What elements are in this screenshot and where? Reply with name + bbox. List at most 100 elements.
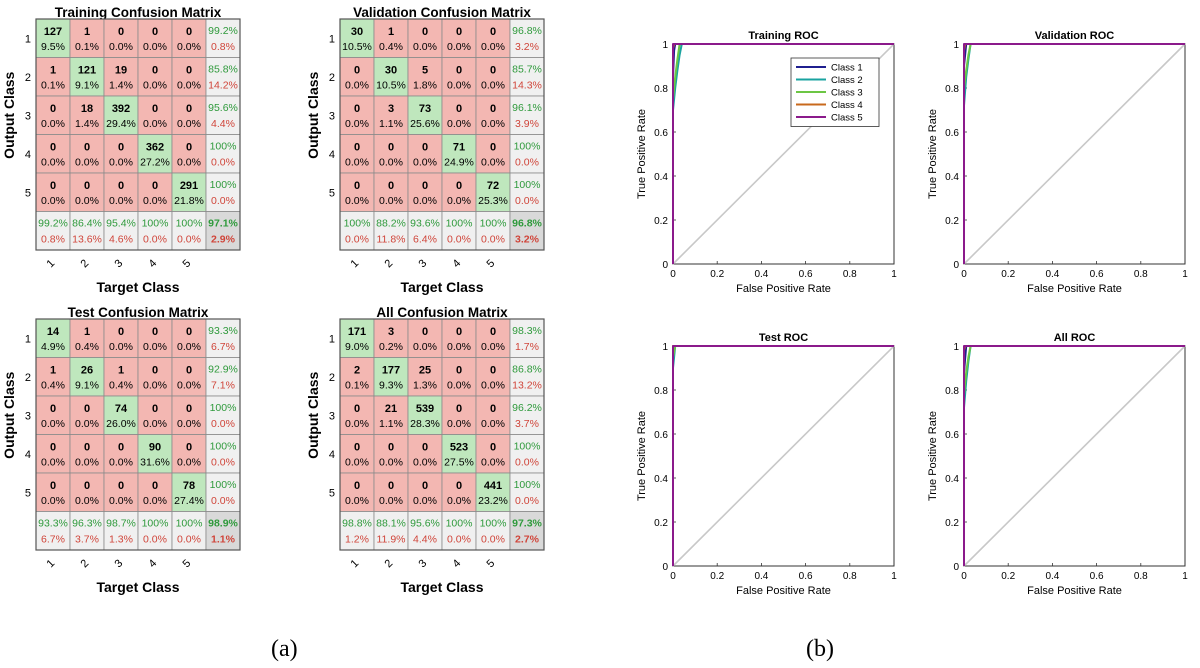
x-tick-label: 0.4 [754, 269, 768, 280]
summary-correct: 100% [446, 518, 473, 530]
cell-percent: 0.4% [41, 380, 65, 392]
roc-title: Validation ROC [1035, 30, 1115, 42]
cell-count: 1 [50, 65, 56, 77]
matrix-cell [373, 357, 409, 397]
matrix-cell [407, 18, 443, 58]
cell-count: 0 [186, 26, 192, 38]
cell-count: 0 [186, 442, 192, 454]
summary-correct: 93.6% [410, 218, 440, 230]
matrix-cell [475, 395, 511, 435]
summary-wrong: 1.7% [515, 341, 539, 353]
y-tick-label: 0.4 [654, 474, 668, 485]
matrix-title: Training Confusion Matrix [55, 5, 222, 20]
y-tick-label: 0.2 [945, 518, 959, 529]
cell-count: 90 [149, 442, 161, 454]
roc-title: All ROC [1054, 332, 1096, 344]
cell-percent: 0.0% [109, 195, 133, 207]
summary-wrong: 4.6% [109, 234, 133, 246]
y-tick-label: 0 [953, 562, 959, 573]
matrix-cell [509, 57, 545, 97]
cell-count: 0 [456, 480, 462, 492]
cell-percent: 0.1% [345, 380, 369, 392]
x-tick-label: 0 [670, 269, 676, 280]
matrix-cell [205, 472, 241, 512]
y-axis-label: Output Class [1, 371, 17, 458]
cell-count: 0 [422, 442, 428, 454]
summary-correct: 100% [210, 141, 237, 153]
cell-percent: 4.9% [41, 341, 65, 353]
cell-percent: 0.0% [177, 341, 201, 353]
matrix-cell [69, 57, 105, 97]
matrix-cell [441, 511, 477, 551]
row-tick-label: 2 [25, 372, 31, 384]
cell-percent: 27.4% [174, 495, 204, 507]
cell-count: 0 [490, 326, 496, 338]
col-tick-label: 1 [44, 557, 57, 570]
summary-correct: 95.4% [106, 218, 136, 230]
x-tick-label: 0.2 [1001, 269, 1015, 280]
cell-count: 0 [84, 180, 90, 192]
cell-percent: 1.1% [379, 418, 403, 430]
y-axis-label: Output Class [305, 71, 321, 158]
summary-wrong: 0.0% [515, 457, 539, 469]
cell-count: 0 [388, 142, 394, 154]
cell-percent: 1.1% [379, 118, 403, 130]
x-axis-label: Target Class [97, 279, 180, 295]
col-tick-label: 5 [484, 257, 497, 270]
matrix-cell [339, 395, 375, 435]
cell-count: 0 [84, 142, 90, 154]
matrix-cell [407, 134, 443, 174]
x-tick-label: 0.8 [843, 571, 857, 582]
matrix-cell [103, 172, 139, 212]
y-axis-label: True Positive Rate [636, 411, 648, 501]
summary-wrong: 0.0% [211, 418, 235, 430]
cell-count: 177 [382, 365, 400, 377]
roc-plot-2: Validation ROC 0 0.2 0.4 0.6 0.8 1 0 0.2 0.4 0.6 0.… [927, 30, 1188, 295]
matrix-cell [475, 18, 511, 58]
cell-percent: 0.0% [109, 341, 133, 353]
matrix-cell [137, 57, 173, 97]
x-axis-label: False Positive Rate [736, 585, 831, 597]
matrix-cell [69, 357, 105, 397]
matrix-cell [137, 172, 173, 212]
summary-correct: 93.3% [38, 518, 68, 530]
matrix-cell [475, 511, 511, 551]
cell-count: 1 [388, 26, 394, 38]
summary-correct: 100% [480, 218, 507, 230]
row-tick-label: 5 [329, 187, 335, 199]
cell-count: 1 [84, 26, 90, 38]
x-tick-label: 0.2 [1001, 571, 1015, 582]
cell-count: 0 [354, 442, 360, 454]
cell-percent: 9.3% [379, 380, 403, 392]
summary-wrong: 14.2% [208, 80, 238, 92]
cell-count: 0 [84, 480, 90, 492]
cell-percent: 0.0% [345, 157, 369, 169]
cell-count: 121 [78, 65, 96, 77]
cell-count: 0 [422, 180, 428, 192]
cell-count: 0 [490, 26, 496, 38]
panel-label-b: (b) [806, 636, 834, 662]
summary-wrong: 0.0% [177, 234, 201, 246]
cell-count: 0 [186, 365, 192, 377]
matrix-cell [373, 134, 409, 174]
cell-percent: 0.0% [75, 157, 99, 169]
y-axis-label: Output Class [1, 71, 17, 158]
cell-percent: 1.3% [413, 380, 437, 392]
x-tick-label: 1 [891, 269, 897, 280]
summary-wrong: 13.2% [512, 380, 542, 392]
cell-count: 71 [453, 142, 465, 154]
y-tick-label: 1 [662, 342, 668, 353]
summary-correct: 100% [480, 518, 507, 530]
cell-count: 0 [490, 403, 496, 415]
cell-percent: 0.0% [481, 118, 505, 130]
matrix-cell [441, 318, 477, 358]
row-tick-label: 5 [25, 187, 31, 199]
matrix-cell [475, 357, 511, 397]
cell-percent: 10.5% [342, 41, 372, 53]
cell-percent: 0.0% [345, 195, 369, 207]
cell-percent: 0.0% [379, 457, 403, 469]
summary-correct: 85.8% [208, 64, 238, 76]
cell-count: 0 [490, 365, 496, 377]
y-tick-label: 0.4 [945, 474, 959, 485]
cell-percent: 0.1% [75, 41, 99, 53]
